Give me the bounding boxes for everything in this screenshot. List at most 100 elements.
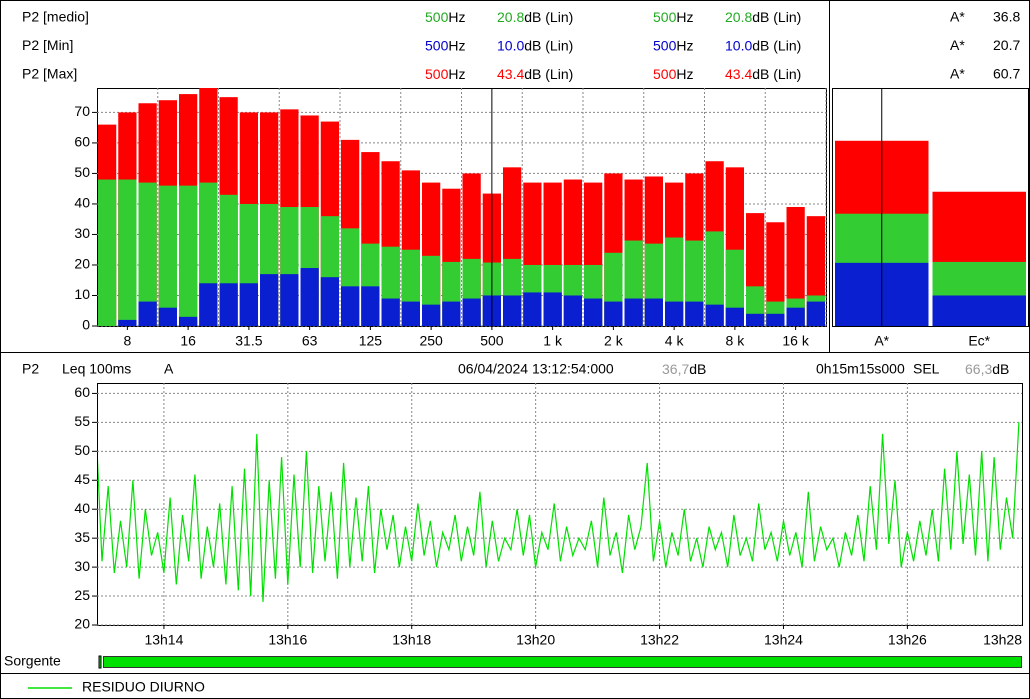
bar [766, 222, 785, 326]
series-line [98, 422, 1020, 602]
cursor-frequency: 500Hz [425, 37, 465, 53]
overall-level: 36,7dB [662, 361, 706, 377]
cursor-level-part: 43.4 [497, 66, 524, 82]
bar [361, 286, 380, 326]
cursor-level-part: dB (Lin) [752, 9, 801, 25]
x-tick-label: 16 [180, 333, 196, 349]
duration: 0h15m15s000 [816, 361, 905, 377]
x-tick-label: 16 k [782, 333, 809, 349]
x-tick-label: 13h20 [516, 632, 555, 648]
bar [725, 249, 744, 326]
cursor-frequency-part: Hz [448, 37, 465, 53]
x-tick-label: 63 [302, 333, 318, 349]
bar [543, 292, 562, 326]
x-tick-label: 13h26 [888, 632, 927, 648]
x-tick-label: 13h22 [640, 632, 679, 648]
start-time: 06/04/2024 13:12:54:000 [458, 361, 614, 377]
bar [685, 301, 704, 326]
cursor-frequency-part: 500 [425, 9, 449, 25]
cursor-level: 20.8dB (Lin) [725, 9, 801, 25]
y-tick-label: 20 [74, 616, 90, 632]
cursor-frequency-part: Hz [676, 66, 693, 82]
cursor-level-part: dB (Lin) [524, 9, 573, 25]
total-plot-frame [832, 88, 1029, 327]
cursor-level-part: 20.8 [497, 9, 524, 25]
x-tick-label: 13h28 [983, 632, 1022, 648]
total-value: 20.7 [993, 37, 1020, 53]
x-tick-label: 2 k [604, 333, 624, 349]
y-tick-label: 25 [74, 587, 90, 603]
index-value: 66,3dB [965, 361, 1009, 377]
channel: P2 [22, 361, 39, 377]
bar [118, 179, 137, 326]
bar [199, 283, 218, 326]
weighting: A [164, 361, 174, 377]
y-tick-label: 0 [82, 317, 90, 333]
bar [158, 307, 177, 326]
x-tick-label: 13h24 [764, 632, 803, 648]
cursor-level: 20.8dB (Lin) [497, 9, 573, 25]
source-marker [98, 655, 102, 669]
bar [806, 301, 825, 326]
x-tick-label: A* [874, 333, 889, 349]
y-tick-label: 10 [74, 286, 90, 302]
bar [584, 298, 603, 326]
x-tick-label: 8 k [726, 333, 746, 349]
cursor-frequency-part: 500 [653, 9, 677, 25]
bar [219, 283, 238, 326]
bar [422, 304, 441, 326]
cursor-frequency-part: Hz [676, 37, 693, 53]
cursor-level: 10.0dB (Lin) [497, 37, 573, 53]
measure: Leq 100ms [62, 361, 131, 377]
cursor-frequency: 500Hz [653, 9, 693, 25]
x-tick-label: 8 [123, 333, 131, 349]
y-tick-label: 30 [74, 225, 90, 241]
bar [665, 301, 684, 326]
cursor-level-part: dB (Lin) [752, 37, 801, 53]
x-tick-label: 13h18 [392, 632, 431, 648]
bar [786, 207, 805, 326]
bar [341, 286, 360, 326]
index-value-part: 66,3 [965, 361, 992, 377]
x-tick-label: 4 k [665, 333, 685, 349]
x-tick-label: 1 k [543, 333, 563, 349]
x-tick-label: 13h14 [144, 632, 183, 648]
bar [705, 231, 724, 326]
source-bar [103, 656, 1022, 668]
bar [725, 307, 744, 326]
bar [932, 295, 1026, 326]
cursor-frequency-part: Hz [448, 66, 465, 82]
bar [401, 301, 420, 326]
cursor-frequency: 500Hz [425, 9, 465, 25]
bar [624, 298, 643, 326]
bar [503, 295, 522, 326]
cursor-level: 43.4dB (Lin) [497, 66, 573, 82]
total-weighting: A* [950, 37, 965, 53]
y-tick-label: 55 [74, 413, 90, 429]
total-weighting: A* [950, 66, 965, 82]
y-tick-label: 40 [74, 500, 90, 516]
cursor-level-part: 10.0 [725, 37, 752, 53]
bar [705, 304, 724, 326]
x-tick-label: 31.5 [235, 333, 262, 349]
series-name: P2 [Min] [22, 37, 73, 53]
total-value: 36.8 [993, 9, 1020, 25]
cursor-level-part: 43.4 [725, 66, 752, 82]
bar [98, 179, 117, 326]
x-tick-label: 500 [480, 333, 504, 349]
cursor-level: 10.0dB (Lin) [725, 37, 801, 53]
bar [179, 185, 198, 326]
bar [320, 277, 339, 326]
bar [442, 301, 461, 326]
y-tick-label: 40 [74, 195, 90, 211]
legend-label: RESIDUO DIURNO [82, 679, 205, 695]
bar [118, 319, 137, 326]
overall-level-part: 36,7 [662, 361, 689, 377]
y-tick-label: 45 [74, 471, 90, 487]
cursor-level-part: 10.0 [497, 37, 524, 53]
cursor-level-part: 20.8 [725, 9, 752, 25]
bar [523, 292, 542, 326]
bar [563, 295, 582, 326]
y-tick-label: 60 [74, 134, 90, 150]
